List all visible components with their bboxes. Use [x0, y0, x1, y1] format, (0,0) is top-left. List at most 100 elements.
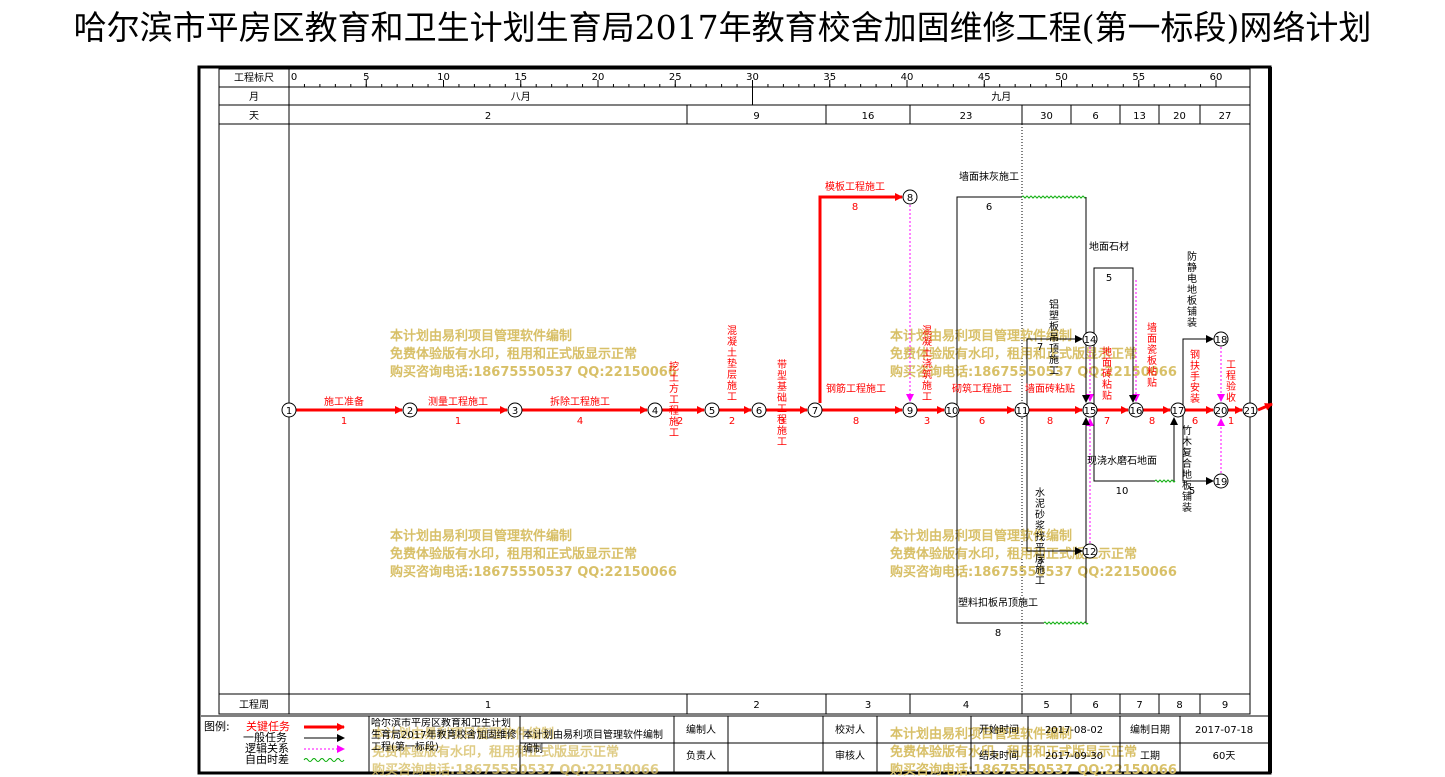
task-survey-label: 测量工程施工: [428, 395, 488, 408]
task-arrow-cement-screed: [1026, 410, 1083, 555]
task-foundation-label-char: 型: [777, 369, 787, 382]
task-aluminium-ceiling-label-char: 工: [1049, 366, 1059, 377]
watermark-text: 免费体验版有水印，租用和正式版显示正常: [372, 744, 619, 760]
node-11: 11: [1014, 402, 1030, 418]
node-number: 17: [1172, 406, 1185, 417]
scale-tick-label: 55: [1132, 72, 1145, 83]
task-construction-prep-label: 施工准备: [324, 395, 364, 408]
task-cement-screed-label-char: 找: [1035, 530, 1045, 543]
task-concrete-label-char: 混: [922, 325, 932, 337]
task-handrail-label-char: 钢: [1190, 348, 1200, 361]
task-foundation-label-char: 工: [777, 437, 787, 448]
month-cell: 九月: [991, 91, 1011, 103]
node-17: 17: [1170, 402, 1186, 418]
task-bamboo-label-char: 木: [1182, 436, 1192, 448]
task-acceptance-label-char: 收: [1226, 391, 1236, 404]
scale-tick-label: 35: [823, 72, 836, 83]
week-cell: 1: [485, 700, 491, 711]
day-cell: 6: [1092, 111, 1098, 122]
task-cement-screed-label-char: 层: [1035, 553, 1045, 565]
task-bamboo-label-char: 复: [1182, 446, 1192, 459]
task-aluminium-ceiling-label-char: 吊: [1049, 332, 1059, 344]
node-number: 19: [1215, 477, 1228, 488]
scale-tick-label: 0: [291, 72, 297, 83]
task-foundation-label-char: 带: [777, 359, 787, 371]
week-cell: 2: [753, 700, 759, 711]
task-formwork-label: 模板工程施工: [825, 180, 885, 193]
task-cushion-label-char: 土: [727, 346, 737, 359]
task-wall-porcelain-label-char: 面: [1147, 334, 1157, 345]
task-cushion-label-char: 施: [727, 379, 737, 392]
task-excavation-label-char: 工: [669, 428, 679, 439]
watermark-text: 购买咨询电话:18675550537 QQ:22150066: [890, 364, 1177, 380]
legend-normal-label: 一般任务: [243, 731, 287, 744]
footer-date-value: 2017-07-18: [1195, 725, 1253, 736]
task-aluminium-ceiling-duration: 7: [1037, 342, 1043, 353]
week-cell: 8: [1176, 700, 1182, 711]
footer-date-label: 编制日期: [1130, 723, 1170, 736]
task-acceptance-label-char: 验: [1226, 380, 1236, 393]
footer-compile-label: 编制: [523, 742, 543, 755]
watermark-text: 免费体验版有水印，租用和正式版显示正常: [890, 744, 1137, 760]
node-number: 4: [652, 406, 658, 417]
task-floor-tile-label-char: 贴: [1102, 389, 1112, 402]
task-formwork-duration: 8: [852, 202, 858, 213]
task-wall-porcelain-label-char: 瓷: [1147, 343, 1157, 356]
task-bamboo-label-char: 地: [1182, 468, 1192, 481]
task-terrazzo-duration: 10: [1116, 486, 1129, 497]
scale-tick-label: 5: [363, 72, 369, 83]
node-number: 12: [1084, 547, 1097, 558]
task-concrete-label-char: 浇: [922, 357, 932, 370]
task-wall-porcelain-label-char: 粘: [1147, 365, 1157, 378]
day-cell: 27: [1219, 111, 1232, 122]
node-10: 10: [944, 402, 960, 418]
scale-tick-label: 15: [514, 72, 527, 83]
task-cushion-duration: 2: [729, 416, 735, 427]
node-18: 18: [1213, 331, 1229, 347]
task-bamboo-label-char: 竹: [1182, 424, 1192, 437]
node-number: 16: [1130, 406, 1143, 417]
task-wall-porcelain-label-char: 墙: [1147, 321, 1157, 334]
task-bamboo-duration: 5: [1189, 486, 1195, 497]
task-foundation-label-char: 程: [777, 414, 787, 426]
task-plastic-ceiling-label: 塑料扣板吊顶施工: [958, 596, 1038, 609]
watermark-text: 购买咨询电话:18675550537 QQ:22150066: [390, 364, 677, 380]
watermark-text: 本计划由易利项目管理软件编制: [890, 726, 1072, 742]
day-cell: 2: [485, 111, 491, 122]
task-construction-prep-duration: 1: [341, 416, 347, 427]
task-foundation-label-char: 施: [777, 424, 787, 437]
node-4: 4: [647, 402, 663, 418]
footer-proof-label: 校对人: [835, 723, 865, 736]
week-label: 工程周: [239, 699, 269, 711]
node-number: 8: [907, 193, 913, 204]
task-masonry-duration: 6: [979, 416, 985, 427]
task-stone-floor-duration: 5: [1106, 273, 1112, 284]
free-float-line: [1021, 195, 1087, 199]
task-foundation-label-char: 工: [777, 404, 787, 415]
task-floor-tile-label-char: 地: [1102, 345, 1112, 358]
node-number: 20: [1215, 406, 1228, 417]
task-antistatic-label-char: 地: [1187, 283, 1197, 296]
watermark-text: 购买咨询电话:18675550537 QQ:22150066: [390, 564, 677, 580]
footer-editor-label: 编制人: [686, 723, 716, 736]
task-foundation-label-char: 基: [777, 380, 787, 393]
task-floor-tile-label-char: 粘: [1102, 378, 1112, 391]
footer-duration-label: 工期: [1140, 750, 1160, 762]
task-handrail-label-char: 扶: [1190, 359, 1200, 372]
task-wall-tile-duration: 8: [1047, 416, 1053, 427]
task-cushion-label-char: 凝: [727, 336, 737, 348]
month-cell: 八月: [511, 91, 531, 103]
footer-owner-label: 负责人: [686, 749, 716, 762]
footer-start-label: 开始时间: [979, 723, 1019, 736]
node-19: 19: [1213, 473, 1229, 489]
task-excavation-label-char: 挖: [669, 360, 679, 373]
scale-tick-label: 45: [978, 72, 991, 83]
footer-project-name-box: 哈尔滨市平房区教育和卫生计划生育局2017年教育校舍加固维修工程(第一标段): [371, 718, 516, 753]
legend-float-label: 自由时差: [245, 752, 289, 766]
task-line-plastic-ceiling: [956, 410, 1044, 624]
node-number: 15: [1084, 406, 1097, 417]
week-cell: 7: [1136, 700, 1142, 711]
task-bamboo-label-char: 铺: [1182, 490, 1192, 503]
task-floor-tile-label-char: 砖: [1102, 367, 1112, 380]
task-arrow-end: [1257, 402, 1273, 412]
